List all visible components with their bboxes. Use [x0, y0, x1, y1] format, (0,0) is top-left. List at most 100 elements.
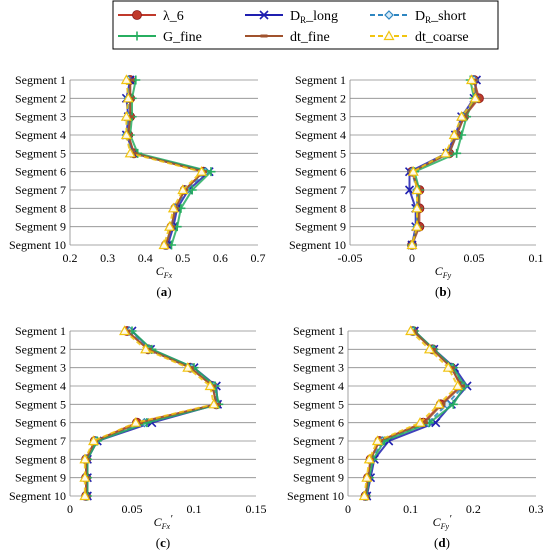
panel-label: (b) — [435, 284, 451, 299]
category-label: Segment 5 — [293, 397, 344, 411]
chart-panel: Segment 1 Segment 2 Segment 3 Segment 4 Segm… — [289, 73, 544, 299]
data-point — [206, 167, 216, 177]
data-point — [88, 435, 100, 446]
series-2 — [360, 326, 469, 501]
data-point — [204, 380, 216, 391]
series-0 — [360, 326, 466, 501]
legend-marker — [383, 30, 395, 41]
data-point — [411, 184, 423, 195]
data-point — [469, 92, 481, 103]
data-point — [411, 220, 423, 231]
x-axis-label: CFy′ — [433, 513, 452, 531]
category-label: Segment 1 — [15, 324, 66, 338]
data-point — [120, 110, 132, 121]
legend-label: G_fine — [163, 30, 202, 45]
category-label: Segment 7 — [295, 183, 346, 197]
x-tick-label: 0.15 — [246, 502, 267, 516]
category-label: Segment 8 — [295, 201, 346, 215]
category-label: Segment 6 — [295, 165, 346, 179]
data-point — [167, 202, 179, 213]
series-4 — [124, 78, 207, 247]
series-3 — [361, 326, 470, 501]
series-line — [363, 330, 459, 497]
category-label: Segment 10 — [9, 238, 66, 252]
data-point — [122, 92, 134, 103]
data-point — [363, 453, 375, 464]
data-point — [140, 343, 152, 354]
legend-label: DR_short — [415, 9, 466, 25]
x-axis-label: CFx′ — [154, 513, 173, 531]
x-tick-label: 0.1 — [187, 502, 202, 516]
series-line — [129, 79, 213, 246]
series-1 — [362, 326, 472, 501]
x-tick-label: 0.2 — [63, 251, 78, 265]
legend-label: DR_long — [290, 9, 338, 25]
x-tick-label: 0.1 — [529, 251, 544, 265]
data-point — [452, 148, 462, 158]
category-label: Segment 5 — [295, 146, 346, 160]
category-label: Segment 1 — [15, 73, 66, 87]
legend-entry: DR_short — [370, 9, 466, 25]
series-line — [86, 330, 220, 496]
category-label: Segment 8 — [293, 452, 344, 466]
category-label: Segment 2 — [293, 342, 344, 356]
series-line — [410, 79, 479, 246]
data-point — [405, 325, 417, 336]
data-point — [120, 129, 132, 140]
x-tick-label: 0.4 — [138, 251, 153, 265]
data-point — [448, 129, 460, 140]
chart-panels: Segment 1 Segment 2 Segment 3 Segment 4 Segm… — [9, 73, 544, 550]
legend-marker — [384, 10, 394, 20]
category-label: Segment 3 — [15, 361, 66, 375]
series-line — [86, 330, 219, 496]
data-point — [371, 435, 383, 446]
x-tick-label: 0.6 — [213, 251, 228, 265]
panel-label: (a) — [156, 284, 171, 299]
data-point — [158, 239, 170, 250]
category-label: Segment 2 — [15, 342, 66, 356]
category-label: Segment 3 — [293, 361, 344, 375]
chart-panel: Segment 1 Segment 2 Segment 3 Segment 4 Segm… — [287, 324, 544, 550]
category-label: Segment 9 — [15, 471, 66, 485]
data-point — [414, 416, 426, 427]
x-tick-label: 0.1 — [403, 502, 418, 516]
category-label: Segment 5 — [15, 146, 66, 160]
category-label: Segment 4 — [15, 379, 66, 393]
legend-box — [112, 0, 499, 50]
legend-label: dt_fine — [290, 30, 330, 45]
x-axis-label: CFx — [156, 264, 173, 280]
category-label: Segment 7 — [15, 434, 66, 448]
series-line — [364, 330, 463, 497]
series-line — [410, 79, 478, 246]
x-tick-label: 0 — [409, 251, 415, 265]
data-point — [142, 418, 152, 428]
data-point — [448, 399, 458, 409]
data-point — [358, 490, 370, 501]
series-line — [408, 79, 478, 246]
series-5 — [406, 74, 481, 250]
legend-entry: λ_6 — [118, 9, 184, 24]
category-label: Segment 4 — [295, 128, 346, 142]
data-point — [404, 185, 415, 195]
series-line — [85, 330, 218, 496]
series-5 — [79, 325, 220, 501]
category-label: Segment 9 — [15, 220, 66, 234]
data-point — [361, 471, 373, 482]
data-point — [423, 343, 435, 354]
x-axis-label: CFy — [435, 264, 452, 280]
data-point — [79, 490, 91, 501]
data-point — [208, 398, 220, 409]
x-tick-label: 0 — [345, 502, 351, 516]
data-point — [177, 184, 189, 195]
category-label: Segment 8 — [15, 452, 66, 466]
series-line — [364, 330, 463, 497]
data-point — [439, 147, 452, 158]
category-label: Segment 6 — [293, 416, 344, 430]
series-line — [411, 79, 477, 246]
legend-entry: dt_coarse — [370, 30, 469, 45]
data-point — [187, 185, 197, 195]
legend-entry: DR_long — [245, 9, 338, 25]
x-tick-label: 0.05 — [122, 502, 143, 516]
data-point — [433, 398, 445, 409]
category-label: Segment 9 — [293, 471, 344, 485]
